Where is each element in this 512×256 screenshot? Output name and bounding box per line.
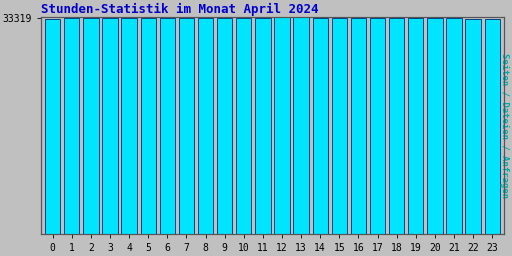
Bar xyxy=(484,19,500,234)
Text: Stunden-Statistik im Monat April 2024: Stunden-Statistik im Monat April 2024 xyxy=(41,3,318,16)
Bar xyxy=(427,18,442,234)
Bar xyxy=(465,19,481,234)
Bar xyxy=(370,18,385,234)
Bar xyxy=(255,18,270,234)
Bar xyxy=(64,18,79,234)
Bar xyxy=(45,19,60,234)
Bar xyxy=(102,18,118,234)
Bar xyxy=(121,18,137,234)
Bar xyxy=(312,17,328,234)
Bar xyxy=(83,18,98,234)
Bar xyxy=(217,18,232,234)
Bar xyxy=(236,18,251,234)
Bar xyxy=(293,17,309,234)
Bar xyxy=(389,18,404,234)
Bar xyxy=(274,17,290,234)
Bar xyxy=(408,18,423,234)
Bar xyxy=(351,18,366,234)
Bar xyxy=(446,18,462,234)
Bar xyxy=(160,18,175,234)
Bar xyxy=(141,18,156,234)
Y-axis label: Seiten / Dateien / Anfragen: Seiten / Dateien / Anfragen xyxy=(500,53,509,198)
Bar xyxy=(332,18,347,234)
Bar xyxy=(198,18,213,234)
Bar xyxy=(179,18,194,234)
